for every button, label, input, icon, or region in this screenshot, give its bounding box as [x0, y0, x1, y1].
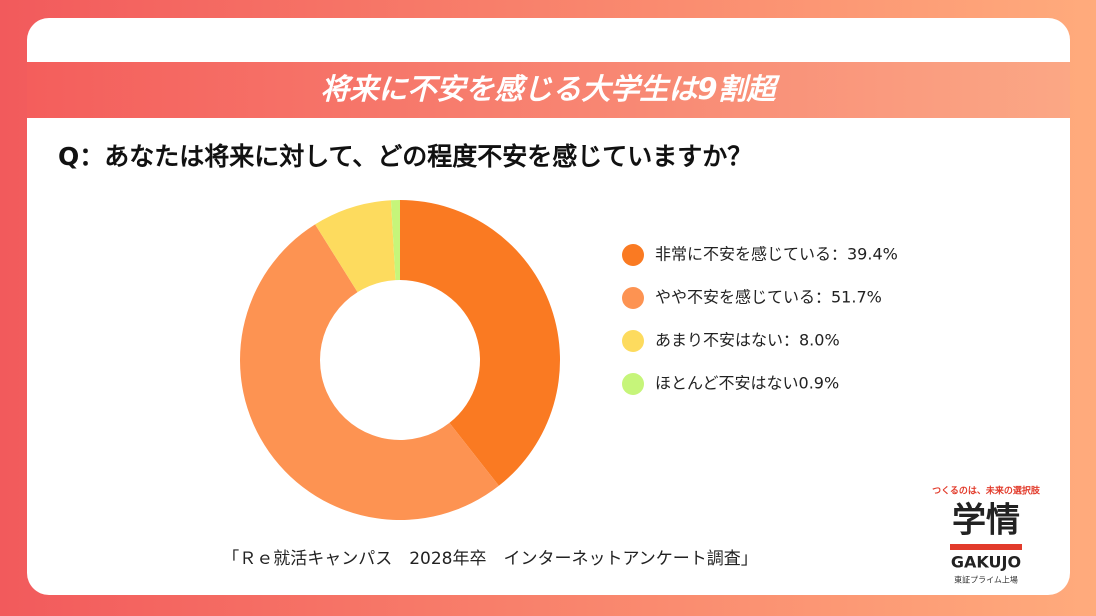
legend-marker — [622, 330, 644, 352]
donut-slice — [390, 200, 400, 281]
legend-label: 非常に不安を感じている：39.4% — [655, 245, 898, 264]
legend-label: やや不安を感じている：51.7% — [655, 288, 882, 307]
legend-marker — [622, 373, 644, 395]
logo-name: 学情 — [952, 501, 1020, 541]
donut-chart — [239, 200, 560, 521]
legend-label: あまり不安はない：8.0% — [655, 331, 840, 350]
logo: つくるのは、未来の選択肢 学情 GAKUJO 東証プライム上場 — [932, 485, 1041, 585]
logo-roman: GAKUJO — [951, 553, 1021, 572]
question: Q：あなたは将来に対して、どの程度不安を感じていますか？ — [58, 142, 752, 171]
legend-label: ほとんど不安はない0.9% — [655, 374, 839, 393]
logo-bar — [950, 544, 1022, 550]
logo-tagline: つくるのは、未来の選択肢 — [932, 485, 1041, 497]
legend-marker — [622, 287, 644, 309]
donut-slice — [239, 224, 499, 521]
title-banner — [27, 62, 1070, 118]
chart-title: 将来に不安を感じる大学生は9割超 — [320, 72, 780, 106]
legend: 非常に不安を感じている：39.4% やや不安を感じている：51.7% あまり不安はな… — [622, 244, 898, 395]
source: 「Ｒｅ就活キャンパス 2028年卒 インターネットアンケート調査」 — [222, 549, 758, 569]
donut-slice — [315, 200, 396, 293]
legend-marker — [622, 244, 644, 266]
logo-listing: 東証プライム上場 — [954, 575, 1018, 585]
donut-slice — [400, 200, 560, 486]
